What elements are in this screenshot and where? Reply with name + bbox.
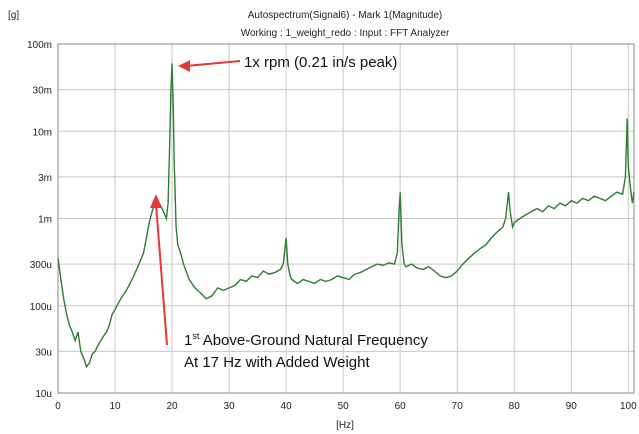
x-tick-label: 80	[509, 401, 521, 412]
annotation-1x-rpm-arrowhead	[178, 60, 190, 72]
plot-area	[57, 43, 635, 394]
annotation-1x-rpm-arrow	[185, 60, 241, 67]
x-tick-label: 30	[224, 401, 236, 412]
annotation-1x-rpm-text: 1x rpm (0.21 in/s peak)	[244, 54, 397, 71]
annotation-natural-freq-line2: At 17 Hz with Added Weight	[184, 354, 370, 371]
y-tick-label: 30m	[33, 86, 52, 97]
y-tick-label: 30u	[35, 347, 52, 358]
x-tick-label: 90	[566, 401, 578, 412]
y-tick-label: 100m	[27, 40, 52, 51]
x-tick-label: 100	[620, 401, 637, 412]
y-tick-label: 1m	[38, 215, 52, 226]
y-tick-label: 100u	[30, 302, 52, 313]
y-tick-label: 10m	[33, 127, 52, 138]
x-tick-label: 10	[109, 401, 121, 412]
x-tick-label: 50	[338, 401, 350, 412]
x-tick-label: 0	[55, 401, 61, 412]
x-tick-label: 20	[166, 401, 178, 412]
y-tick-label: 3m	[38, 173, 52, 184]
x-axis-unit-label: [Hz]	[336, 420, 354, 431]
chart-title: Autospectrum(Signal6) - Mark 1(Magnitude…	[248, 10, 443, 21]
annotation-natural-freq-rest: Above-Ground Natural Frequency	[199, 332, 428, 349]
annotation-natural-freq-number: 1	[184, 332, 192, 349]
annotation-natural-freq-line1: 1st Above-Ground Natural Frequency	[184, 331, 428, 349]
x-tick-label: 40	[281, 401, 293, 412]
y-axis-unit-label: [g]	[8, 10, 19, 21]
annotation-1x-rpm: 1x rpm (0.21 in/s peak)	[178, 54, 397, 72]
y-tick-label: 300u	[30, 260, 52, 271]
x-tick-labels: 0 10 20 30 40 50 60 70 80 90 100	[55, 401, 637, 412]
series-line	[57, 63, 635, 369]
annotation-natural-freq-sup: st	[192, 331, 200, 341]
x-tick-label: 70	[452, 401, 464, 412]
grid	[57, 43, 634, 394]
chart-subtitle: Working : 1_weight_redo : Input : FFT An…	[241, 28, 450, 39]
x-tick-label: 60	[395, 401, 407, 412]
annotation-natural-freq-arrow	[155, 203, 168, 346]
y-tick-label: 10u	[35, 389, 52, 400]
annotation-natural-freq-arrowhead	[150, 194, 162, 208]
annotation-natural-freq: 1st Above-Ground Natural Frequency At 17…	[150, 194, 428, 371]
y-tick-labels: 10u 30u 100u 300u 1m 3m 10m 30m 100m	[27, 40, 52, 400]
